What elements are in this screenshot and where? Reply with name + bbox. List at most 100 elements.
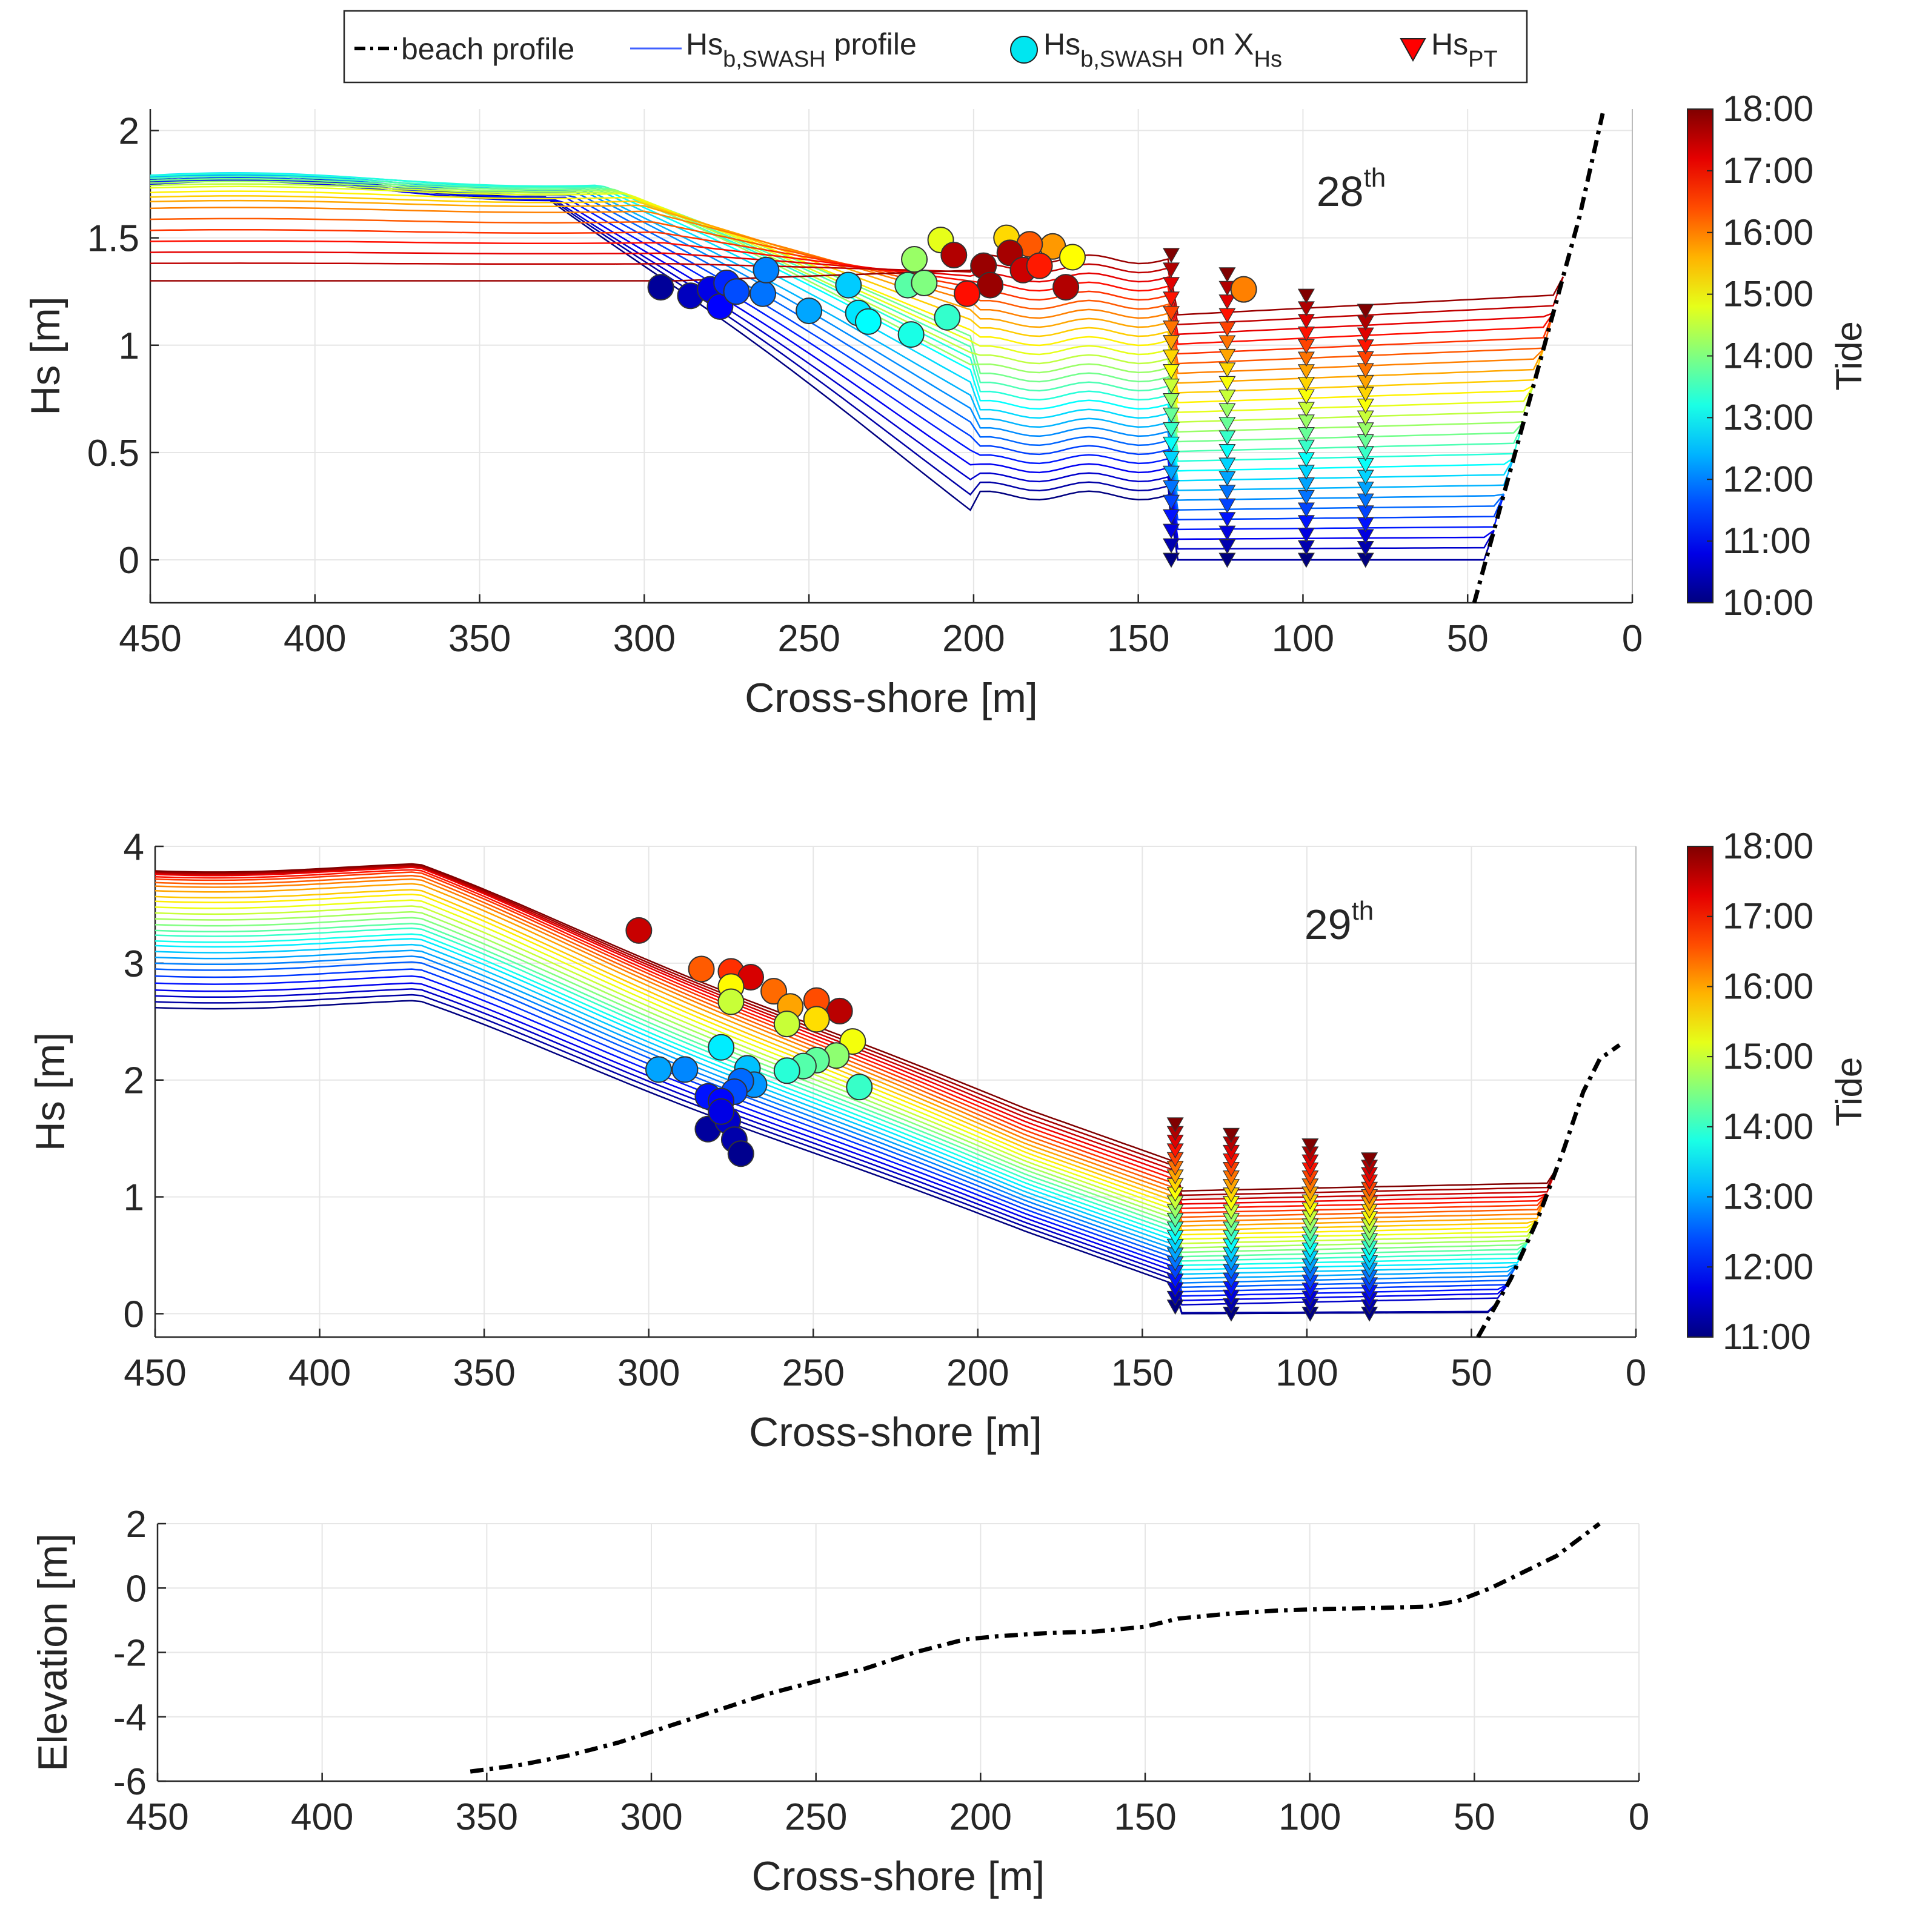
p29-colorbar-tick-label: 15:00 bbox=[1723, 1036, 1813, 1077]
p28-breaking-point bbox=[753, 256, 780, 284]
p29-colorbar-tick-label: 18:00 bbox=[1723, 826, 1813, 866]
elev-beach-profile bbox=[470, 1522, 1601, 1774]
p28-x-tick-label: 350 bbox=[448, 618, 511, 660]
p28-beach-profile bbox=[1472, 113, 1605, 603]
p29-colorbar-tick-label: 11:00 bbox=[1723, 1316, 1811, 1357]
p29-y-tick-label: 2 bbox=[124, 1060, 144, 1102]
p28-breaking-point bbox=[1052, 274, 1080, 301]
p29-colorbar-tick-label: 12:00 bbox=[1723, 1246, 1813, 1287]
p29-day-title: 29th bbox=[1305, 896, 1374, 948]
p28-profile-line bbox=[150, 262, 1564, 326]
p29-profile-line bbox=[155, 943, 1518, 1275]
panel-elevation: 450 400 350 300 250 200 150 100 50 0 -6 -4 -2 0 2 Cross… bbox=[30, 1504, 1649, 1899]
p28-x-tick-label: 200 bbox=[942, 618, 1005, 660]
p28-pt-marker bbox=[1297, 288, 1315, 304]
p28-colorbar-tick-label: 14:00 bbox=[1723, 336, 1813, 376]
panel-29: 450 400 350 300 250 200 150 100 50 0 0 1 2 3 4 Cross-sh… bbox=[27, 826, 1869, 1455]
elev-x-tick-label: 250 bbox=[785, 1796, 847, 1838]
p29-colorbar-tick-label: 17:00 bbox=[1723, 896, 1813, 937]
p29-profile-line bbox=[155, 917, 1528, 1253]
p28-y-axis-label: Hs [m] bbox=[22, 296, 68, 415]
p29-breaking-point bbox=[671, 1056, 699, 1083]
elev-x-tick-label: 50 bbox=[1454, 1796, 1495, 1838]
p28-pt-marker bbox=[1218, 267, 1236, 283]
legend-circle-swatch bbox=[1010, 36, 1038, 64]
p28-x-tick-label: 100 bbox=[1272, 618, 1334, 660]
p29-breaking-point bbox=[760, 978, 788, 1005]
p29-profile-line bbox=[155, 982, 1509, 1301]
p28-x-tick-label: 300 bbox=[613, 618, 676, 660]
p29-profile-line bbox=[155, 968, 1508, 1293]
p29-y-axis-label: Hs [m] bbox=[27, 1032, 73, 1151]
p29-breaking-point bbox=[645, 1056, 672, 1083]
p29-profile-line bbox=[155, 871, 1548, 1214]
p28-colorbar-tick-label: 12:00 bbox=[1723, 459, 1813, 499]
p28-y-tick-label: 0.5 bbox=[87, 433, 139, 474]
legend-circle-label: Hsb,SWASH on XHs bbox=[1043, 27, 1282, 72]
p28-x-axis-label: Cross-shore [m] bbox=[745, 675, 1038, 721]
elev-x-axis-label: Cross-shore [m] bbox=[752, 1853, 1045, 1899]
p29-profile-line bbox=[155, 933, 1528, 1266]
p29-breaking-point bbox=[773, 1057, 800, 1084]
p28-pt-marker bbox=[1162, 248, 1180, 264]
p29-beach-profile bbox=[1476, 1043, 1621, 1338]
legend: beach profile Hsb,SWASH profile Hsb,SWAS… bbox=[343, 10, 1528, 84]
p28-x-tick-label: 0 bbox=[1622, 618, 1643, 660]
p28-colorbar-tick-label: 17:00 bbox=[1723, 150, 1813, 191]
p29-x-axis-label: Cross-shore [m] bbox=[749, 1409, 1042, 1455]
p29-colorbar-tick-label: 13:00 bbox=[1723, 1177, 1813, 1217]
p29-breaking-point bbox=[826, 997, 853, 1024]
p28-breaking-point bbox=[897, 321, 925, 348]
p29-profile-line bbox=[155, 994, 1498, 1314]
p29-profile-line bbox=[155, 923, 1528, 1258]
p29-breaking-point bbox=[773, 1011, 800, 1038]
p28-y-tick-label: 1.5 bbox=[87, 218, 139, 260]
p29-profile-line bbox=[155, 988, 1509, 1306]
elev-y-tick-label: -4 bbox=[113, 1697, 147, 1739]
panel-28: 450 400 350 300 250 200 150 100 50 0 0 0.5 1 1.5 2 Cros… bbox=[22, 88, 1869, 721]
p29-pt-marker bbox=[1222, 1127, 1240, 1143]
p29-profile-line bbox=[155, 938, 1528, 1271]
p29-colorbar-tick-label: 14:00 bbox=[1723, 1106, 1813, 1147]
p28-x-tick-label: 50 bbox=[1447, 618, 1489, 660]
p29-breaking-point bbox=[727, 1140, 754, 1167]
p29-y-tick-label: 0 bbox=[124, 1293, 144, 1335]
p28-colorbar-tick-label: 10:00 bbox=[1723, 582, 1813, 623]
elev-x-tick-label: 300 bbox=[620, 1796, 682, 1838]
p28-breaking-point bbox=[954, 280, 981, 307]
p28-colorbar-tick-label: 13:00 bbox=[1723, 397, 1813, 437]
p28-colorbar-tick-label: 15:00 bbox=[1723, 274, 1813, 314]
elev-x-tick-label: 200 bbox=[949, 1796, 1012, 1838]
p28-colorbar-tick-label: 18:00 bbox=[1723, 88, 1813, 129]
elev-x-tick-label: 100 bbox=[1278, 1796, 1341, 1838]
p28-breaking-point bbox=[835, 271, 862, 299]
legend-triangle-label: HsPT bbox=[1431, 27, 1498, 72]
p29-profile-line bbox=[155, 927, 1528, 1262]
p29-pt-marker bbox=[1301, 1138, 1319, 1154]
p29-pt-marker bbox=[1166, 1117, 1184, 1133]
elev-x-tick-label: 400 bbox=[291, 1796, 353, 1838]
legend-triangle-swatch bbox=[1400, 38, 1426, 62]
p28-colorbar-tick-label: 11:00 bbox=[1723, 520, 1811, 561]
p28-breaking-point bbox=[901, 246, 928, 273]
p28-y-tick-label: 2 bbox=[119, 110, 139, 152]
p29-x-tick-label: 400 bbox=[288, 1352, 351, 1394]
p28-day-title: 28th bbox=[1317, 163, 1386, 215]
elev-x-tick-label: 150 bbox=[1114, 1796, 1176, 1838]
p29-x-tick-label: 100 bbox=[1275, 1352, 1338, 1394]
p29-y-tick-label: 1 bbox=[124, 1177, 144, 1219]
p28-x-tick-label: 150 bbox=[1107, 618, 1169, 660]
p29-colorbar-label: Tide bbox=[1829, 1057, 1869, 1127]
p28-breaking-point bbox=[796, 297, 823, 325]
p28-profile-line bbox=[150, 251, 1554, 336]
p28-breaking-point bbox=[647, 274, 674, 301]
p29-x-tick-label: 150 bbox=[1111, 1352, 1174, 1394]
p29-profile-line bbox=[155, 961, 1518, 1289]
p28-breaking-point bbox=[854, 308, 882, 335]
p28-x-tick-label: 400 bbox=[284, 618, 346, 660]
p28-breaking-point bbox=[940, 241, 968, 268]
p29-profile-line bbox=[155, 949, 1518, 1280]
p28-day-suffix: th bbox=[1364, 163, 1386, 193]
p28-breaking-point bbox=[977, 271, 1004, 299]
p29-x-tick-label: 450 bbox=[124, 1352, 186, 1394]
